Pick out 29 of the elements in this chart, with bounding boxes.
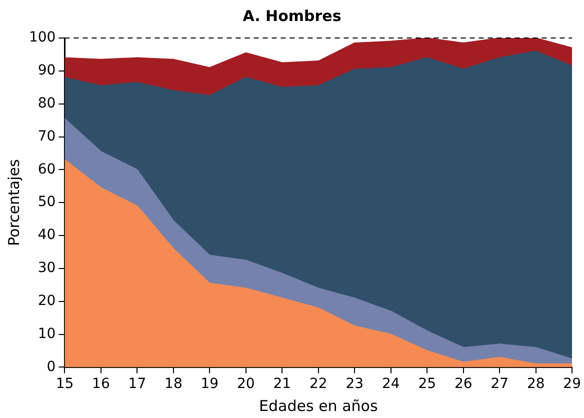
x-tick-label: 16 <box>92 376 110 392</box>
x-tick-label: 28 <box>526 376 545 392</box>
y-tick-label: 10 <box>38 326 56 342</box>
x-tick-label: 26 <box>454 376 472 392</box>
x-tick-label: 21 <box>273 376 292 392</box>
x-tick-label: 18 <box>164 376 182 392</box>
x-tick-label: 27 <box>490 376 509 392</box>
x-tick-label: 22 <box>309 376 328 392</box>
y-tick-label: 50 <box>38 194 56 210</box>
x-tick-label: 24 <box>382 376 400 392</box>
y-axis-title: Porcentajes <box>4 159 23 246</box>
y-tick-label: 0 <box>46 358 56 375</box>
y-tick-label: 60 <box>38 161 56 178</box>
x-tick-label: 25 <box>418 376 436 392</box>
y-tick-label: 90 <box>38 62 56 79</box>
x-tick-label: 20 <box>237 376 255 392</box>
y-tick-label: 40 <box>38 227 56 244</box>
y-tick-label: 100 <box>28 30 56 46</box>
x-axis-title: Edades en años <box>259 396 378 415</box>
y-tick-label: 70 <box>38 128 56 144</box>
chart-title: A. Hombres <box>242 6 342 25</box>
x-tick-label: 23 <box>346 376 364 392</box>
x-tick-label: 19 <box>200 376 219 392</box>
x-tick-label: 29 <box>563 376 582 392</box>
y-tick-label: 30 <box>38 260 56 276</box>
y-tick-label: 20 <box>38 293 56 309</box>
x-tick-label: 15 <box>56 376 74 392</box>
y-tick-label: 80 <box>38 95 56 112</box>
x-tick-label: 17 <box>128 376 146 392</box>
